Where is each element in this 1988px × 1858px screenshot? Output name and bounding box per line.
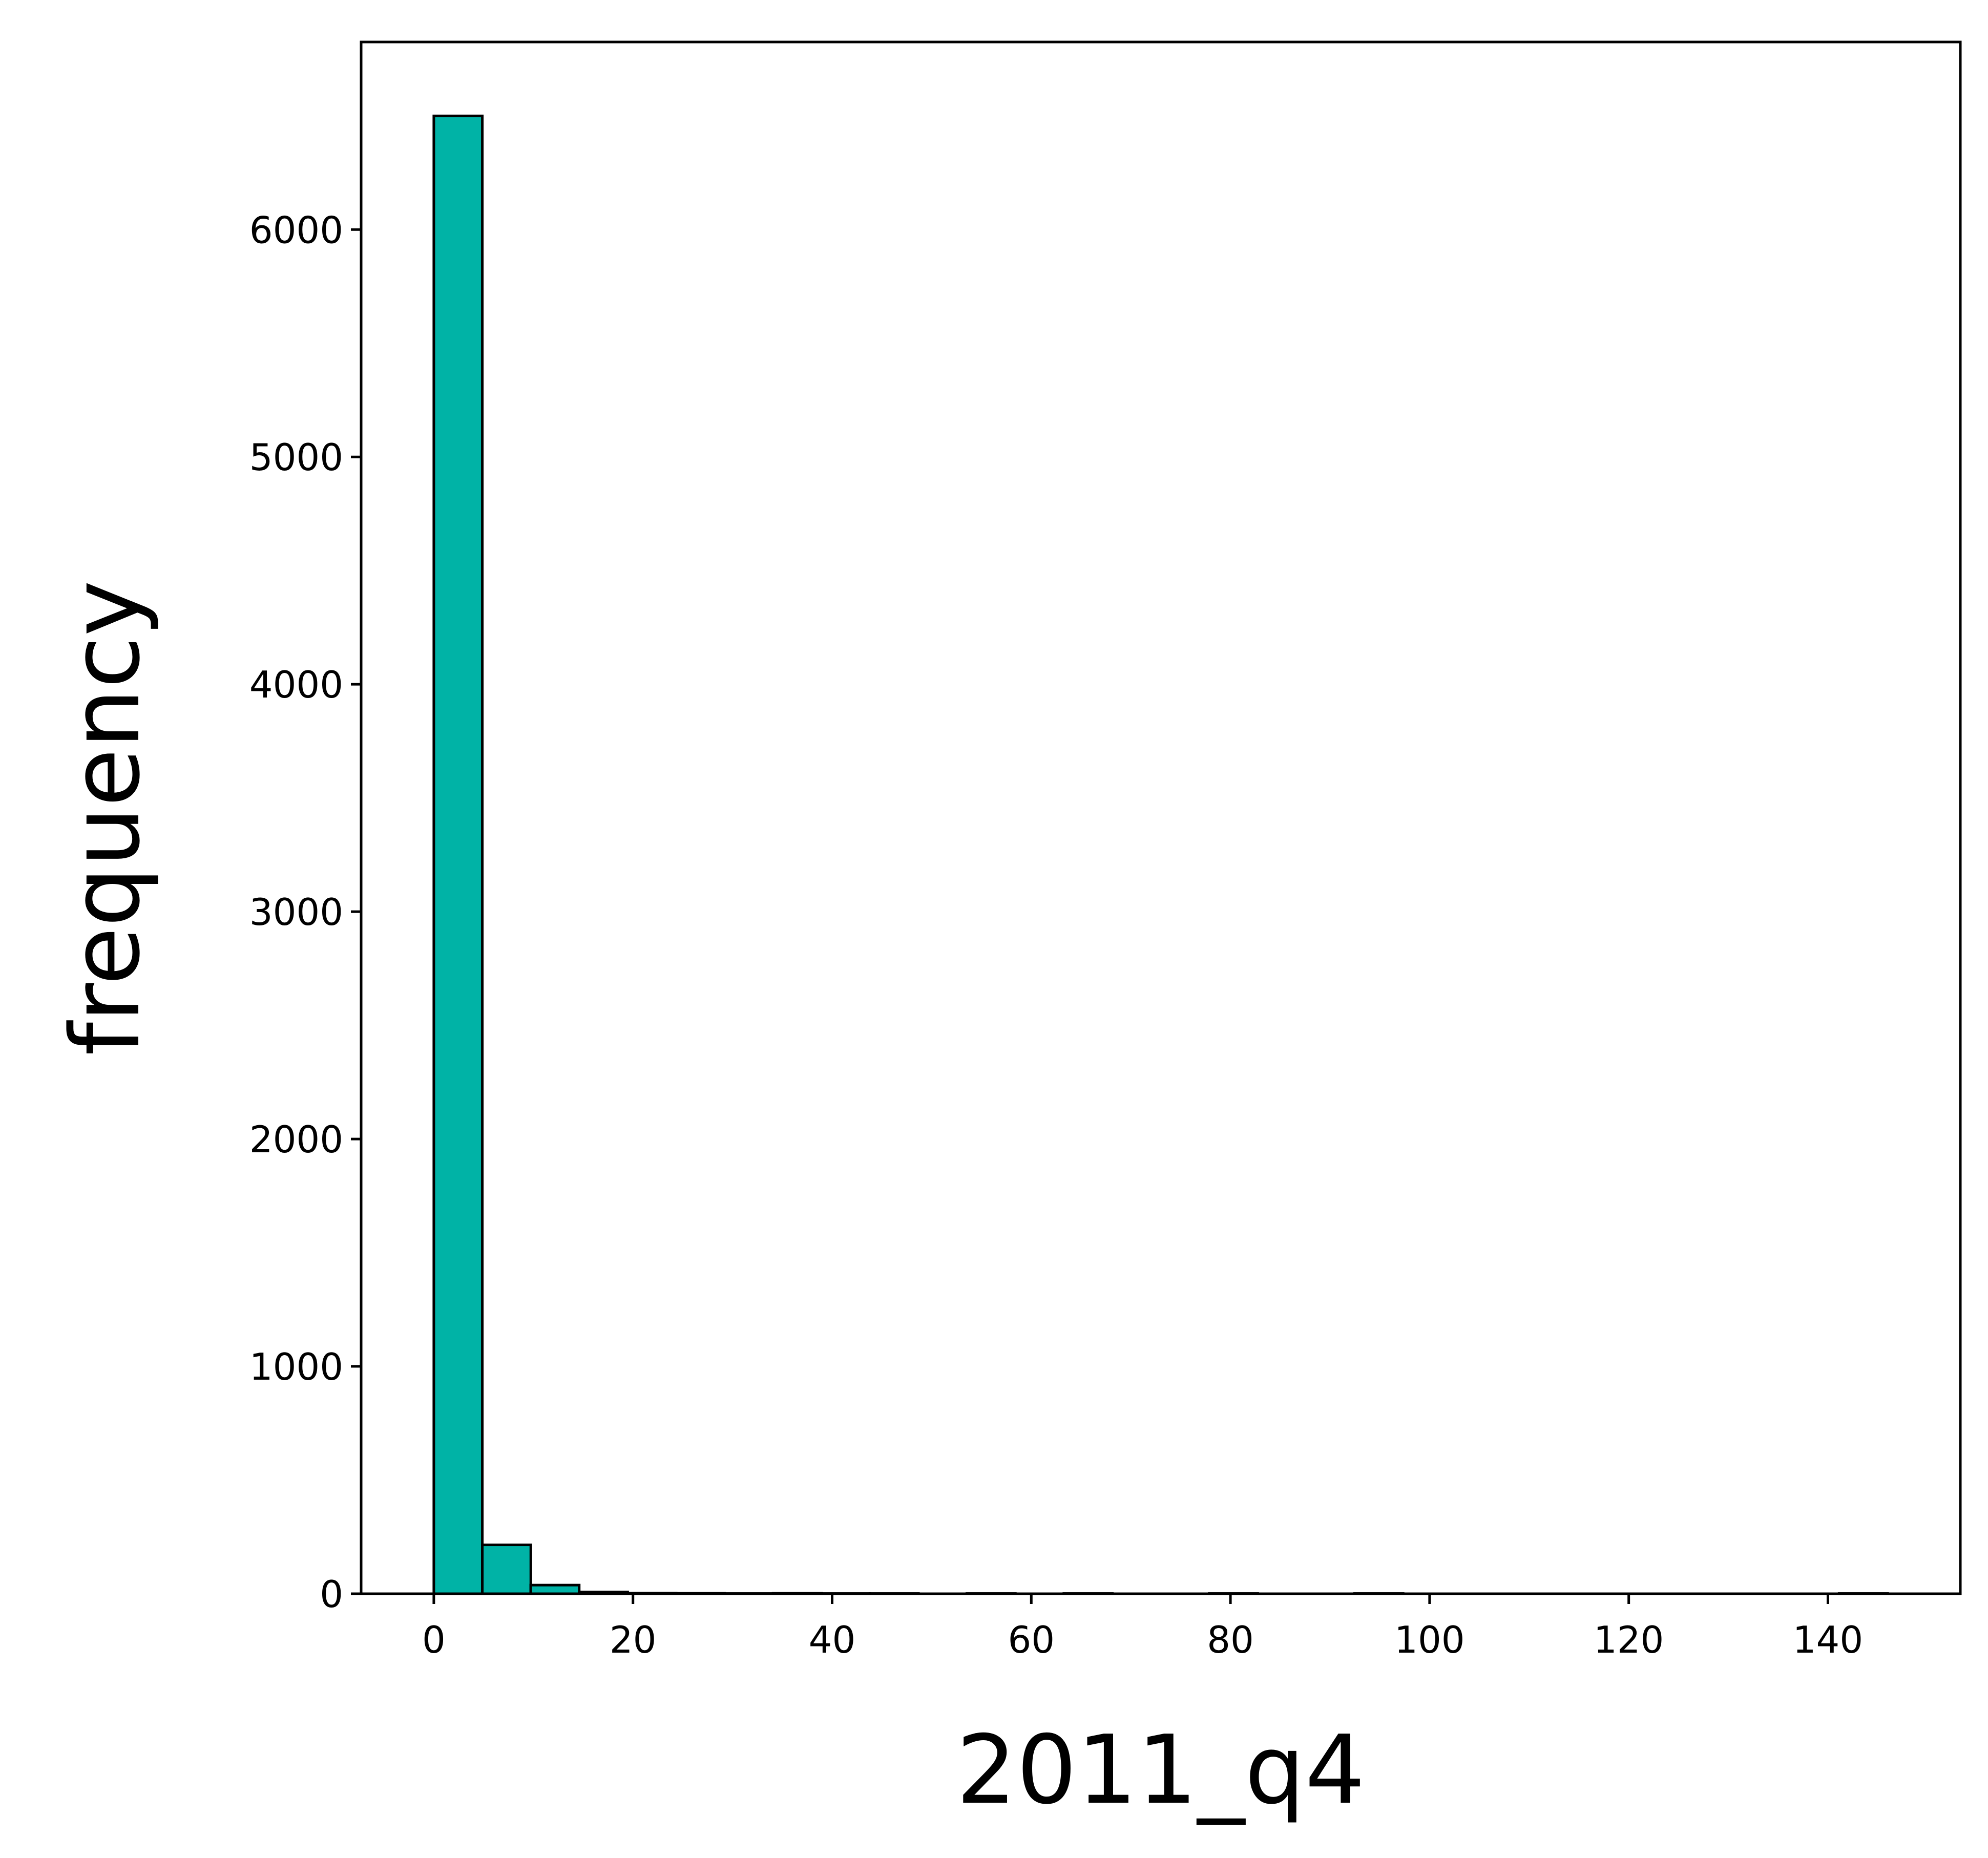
- y-tick-label: 6000: [249, 208, 343, 251]
- x-tick-label: 40: [809, 1618, 856, 1661]
- x-tick-label: 60: [1008, 1618, 1055, 1661]
- y-axis-ticks: 0 1000 2000 3000 4000 5000 6000: [249, 208, 361, 1616]
- y-tick-label: 2000: [249, 1118, 343, 1161]
- x-tick-label: 140: [1793, 1618, 1863, 1661]
- x-tick-label: 20: [610, 1618, 657, 1661]
- y-tick-label: 4000: [249, 663, 343, 706]
- x-tick-label: 100: [1394, 1618, 1464, 1661]
- y-tick-label: 5000: [249, 436, 343, 479]
- x-tick-label: 0: [422, 1618, 446, 1661]
- x-axis-ticks: 0 20 40 60 80 100 120 140: [422, 1594, 1863, 1661]
- y-tick-label: 0: [320, 1573, 343, 1616]
- x-tick-label: 80: [1207, 1618, 1254, 1661]
- y-axis-title: frequency: [50, 580, 161, 1055]
- x-axis-title: 2011_q4: [956, 1715, 1365, 1825]
- y-tick-label: 3000: [249, 891, 343, 934]
- histogram-bar-1: [481, 1544, 532, 1595]
- x-tick-label: 120: [1594, 1618, 1664, 1661]
- plot-frame: [360, 40, 1962, 1595]
- histogram-bar-0: [432, 114, 484, 1595]
- y-tick-label: 1000: [249, 1345, 343, 1388]
- histogram-bar-2: [529, 1583, 581, 1595]
